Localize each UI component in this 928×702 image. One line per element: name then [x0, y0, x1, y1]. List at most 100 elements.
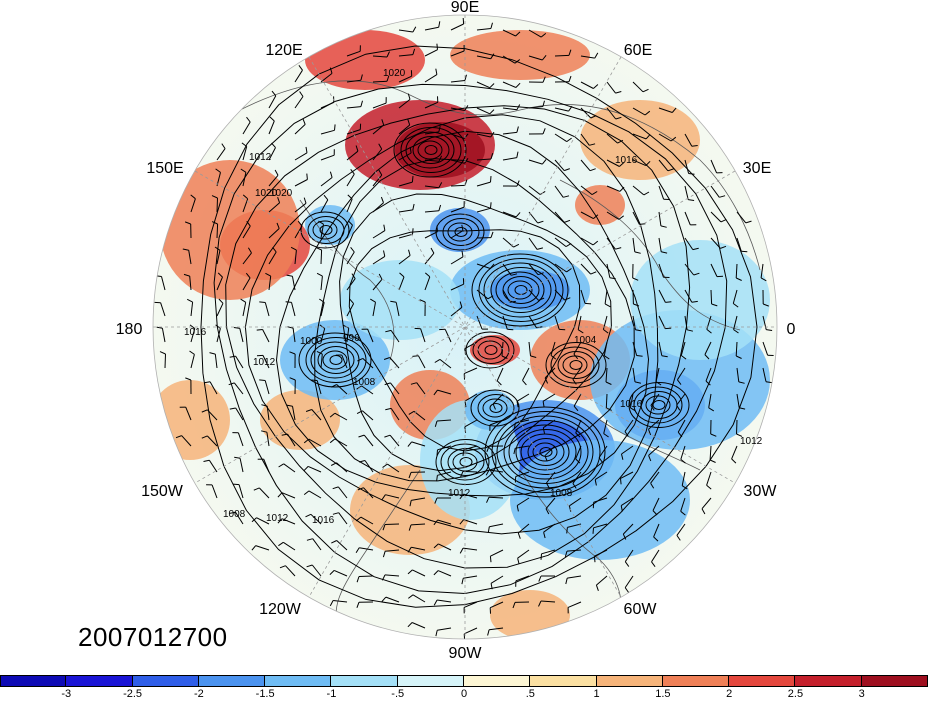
- colorbar-tick-label: -2: [193, 688, 204, 700]
- wind-barb: [242, 277, 251, 291]
- isobar-label: 1012: [740, 436, 763, 447]
- wind-barb-flag: [620, 505, 623, 512]
- wind-barb: [573, 341, 582, 355]
- wind-barb-flag: [661, 251, 668, 254]
- wind-barb-flag: [594, 479, 597, 486]
- lon-label-30w: 30W: [744, 483, 778, 500]
- wind-barb-flag: [620, 478, 622, 485]
- wind-barb-flag: [360, 100, 363, 107]
- wind-barb: [320, 276, 323, 291]
- wind-barb: [502, 263, 512, 276]
- wind-barb-flag: [305, 146, 308, 153]
- wind-barb: [363, 434, 374, 447]
- wind-barb-flag: [355, 145, 359, 152]
- wind-barb-flag: [635, 329, 642, 332]
- colorbar-box: [464, 675, 531, 687]
- wind-barb-flag: [382, 551, 386, 558]
- isobar-label: 1016: [184, 327, 207, 338]
- wind-barb-flag: [624, 587, 630, 593]
- wind-barb: [320, 154, 335, 161]
- isobar: [417, 140, 443, 160]
- wind-barb-flag: [642, 88, 649, 93]
- colorbar-box: [662, 675, 730, 687]
- wind-barb-flag: [575, 432, 581, 438]
- wind-barb: [389, 357, 400, 369]
- wind-barb: [463, 367, 478, 375]
- isobar: [515, 429, 577, 475]
- wind-barb-flag: [545, 482, 550, 489]
- wind-barb-flag: [303, 197, 307, 204]
- wind-barb: [572, 471, 582, 484]
- wind-barb: [398, 29, 413, 33]
- wind-barb-flag: [605, 381, 612, 385]
- wind-barb: [417, 355, 426, 369]
- wind-barb-flag: [720, 245, 727, 249]
- wind-barb: [554, 263, 567, 273]
- isobar: [527, 438, 565, 466]
- lon-label-90e: 90E: [451, 0, 479, 16]
- colorbar-tick-label: 2: [726, 688, 733, 700]
- wind-barb: [438, 543, 452, 551]
- wind-barb-flag: [259, 379, 266, 381]
- wind-barb: [528, 341, 531, 356]
- wind-barb: [606, 237, 616, 250]
- wind-barb: [684, 237, 694, 250]
- wind-barb: [424, 210, 439, 213]
- wind-barb-flag: [277, 197, 281, 203]
- isobar: [539, 447, 553, 457]
- wind-barb-flag: [245, 272, 251, 279]
- wind-barb-flag: [305, 513, 312, 518]
- wind-barb-flag: [331, 540, 337, 544]
- anomaly-blob: [280, 320, 390, 400]
- wind-barb-flag: [688, 199, 695, 201]
- wind-barb-flag: [512, 602, 516, 609]
- polar-map: 90E 60E 30E 0 30W 60W 90W 120W 150W 180 …: [116, 0, 796, 662]
- wind-barb-flag: [592, 527, 594, 534]
- wind-barb: [653, 523, 660, 538]
- wind-barb-flag: [624, 561, 630, 567]
- wind-barb: [266, 432, 270, 447]
- wind-barb-flag: [419, 299, 426, 303]
- wind-barb-flag: [409, 500, 412, 507]
- wind-barb: [680, 497, 686, 512]
- wind-barb: [632, 159, 647, 167]
- wind-barb: [346, 251, 355, 265]
- wind-barb-flag: [661, 355, 668, 358]
- wind-barb-flag: [621, 453, 624, 460]
- wind-barb: [208, 460, 218, 473]
- wind-barb: [190, 302, 194, 317]
- wind-barb: [235, 511, 244, 525]
- wind-barb-flag: [575, 458, 581, 464]
- isobar: [319, 225, 333, 235]
- wind-barb: [437, 389, 452, 395]
- wind-barb: [311, 564, 322, 577]
- wind-barb: [736, 367, 740, 382]
- wind-barb: [652, 497, 660, 511]
- wind-barb-flag: [386, 51, 390, 58]
- wind-barb-flag: [537, 220, 544, 224]
- wind-barb: [580, 263, 592, 275]
- wind-barb-flag: [511, 273, 518, 276]
- wind-barb-flag: [303, 490, 310, 495]
- wind-barb-flag: [407, 119, 411, 126]
- wind-barb: [632, 185, 645, 196]
- wind-barb: [398, 233, 413, 239]
- wind-barb: [320, 101, 335, 109]
- wind-barbs: [154, 17, 774, 639]
- wind-barb: [450, 107, 465, 111]
- wind-barb-flag: [680, 459, 686, 464]
- isobar: [424, 145, 438, 155]
- wind-barb: [341, 354, 348, 369]
- wind-barb: [733, 315, 738, 330]
- wind-barb-flag: [319, 298, 325, 303]
- isobar-label: 1012: [266, 513, 289, 524]
- wind-barb-flag: [566, 527, 568, 534]
- wind-barb: [424, 74, 438, 83]
- wind-barb-flag: [589, 168, 596, 172]
- isobar-label: 1012: [253, 357, 276, 368]
- wind-barb: [262, 329, 270, 343]
- wind-barb: [294, 124, 306, 135]
- wind-barb-flag: [514, 59, 521, 64]
- wind-barb: [294, 69, 303, 83]
- wind-barb: [237, 432, 244, 447]
